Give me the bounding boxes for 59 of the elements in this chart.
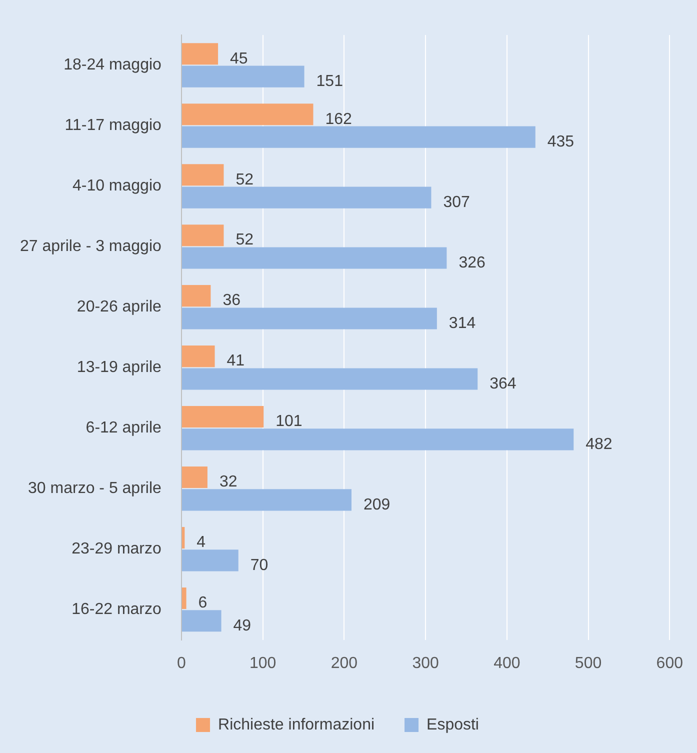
bar: [182, 550, 238, 572]
bar: [182, 164, 224, 186]
data-label: 6: [198, 594, 208, 612]
x-tick-label: 300: [412, 654, 439, 672]
x-tick-label: 100: [249, 654, 276, 672]
data-label: 36: [222, 292, 241, 310]
x-tick-label: 200: [330, 654, 358, 672]
bar: [182, 126, 536, 148]
x-tick-label: 0: [176, 654, 186, 672]
data-label: 70: [250, 556, 268, 574]
data-label: 4: [196, 534, 206, 552]
x-tick-label: 400: [494, 654, 520, 672]
legend-label: Esposti: [426, 716, 479, 734]
bar: [182, 285, 211, 307]
bar: [182, 489, 352, 511]
bar: [182, 610, 222, 632]
data-label: 326: [458, 254, 486, 272]
bar: [182, 247, 447, 269]
y-tick-label: 18-24 maggio: [64, 56, 162, 74]
data-label: 32: [219, 474, 238, 491]
data-label: 41: [226, 352, 245, 370]
bar: [182, 104, 314, 126]
data-label: 307: [443, 194, 470, 211]
x-tick-label: 500: [574, 654, 602, 672]
bar: [182, 526, 185, 549]
y-tick-label: 23-29 marzo: [72, 540, 162, 558]
data-label: 151: [316, 72, 344, 90]
data-label: 52: [236, 171, 254, 188]
y-tick-label: 27 aprile - 3 maggio: [20, 238, 162, 256]
data-label: 52: [236, 232, 254, 249]
data-label: 49: [233, 617, 252, 634]
bar: [182, 428, 574, 450]
bar: [182, 186, 432, 208]
bar: [182, 66, 304, 88]
data-label: 364: [490, 375, 516, 392]
legend-label: Richieste informazioni: [218, 716, 375, 734]
y-tick-label: 30 marzo - 5 aprile: [28, 480, 162, 498]
data-label: 314: [448, 314, 476, 332]
y-tick-label: 4-10 maggio: [72, 178, 162, 195]
y-tick-label: 16-22 marzo: [72, 600, 162, 618]
data-label: 435: [547, 133, 574, 150]
bar: [182, 43, 218, 65]
bar: [182, 587, 186, 609]
bar: [182, 308, 437, 330]
data-label: 101: [276, 413, 302, 430]
y-tick-label: 20-26 aprile: [76, 298, 162, 316]
bar: [182, 224, 224, 246]
bar: [182, 368, 478, 390]
x-tick-label: 600: [656, 654, 684, 672]
bar: [182, 346, 215, 368]
data-label: 209: [363, 496, 390, 514]
data-label: 162: [325, 110, 352, 128]
data-label: 45: [230, 50, 248, 68]
bar: [182, 406, 264, 428]
data-label: 482: [586, 436, 612, 453]
y-tick-label: 6-12 aprile: [86, 420, 162, 437]
y-tick-label: 11-17 maggio: [64, 117, 162, 134]
bar: [182, 466, 208, 488]
y-tick-label: 13-19 aprile: [76, 359, 162, 376]
